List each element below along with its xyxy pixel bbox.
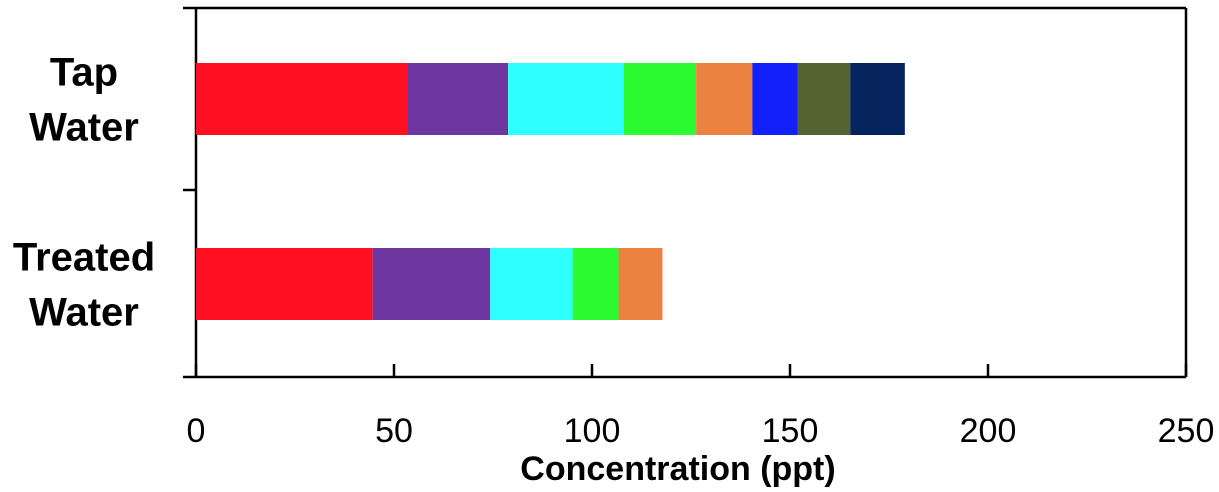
- bar-segment: [572, 248, 619, 320]
- category-label: Water: [29, 106, 139, 150]
- category-label: Tap: [50, 51, 118, 95]
- x-tick-label: 150: [762, 412, 819, 450]
- category-label: Treated: [13, 236, 155, 280]
- x-tick-label: 200: [960, 412, 1017, 450]
- x-tick-label: 250: [1158, 412, 1215, 450]
- x-axis-title: Concentration (ppt): [520, 450, 835, 488]
- category-labels: Tap Water Treated Water: [13, 51, 155, 335]
- bar-segment: [407, 63, 509, 135]
- bar-segment: [618, 248, 663, 320]
- x-tick-label: 50: [375, 412, 413, 450]
- bar-segment: [372, 248, 491, 320]
- x-ticks: 0 50 100 150 200 250: [187, 364, 1215, 450]
- bar-segment: [696, 63, 753, 135]
- bar-segment: [196, 63, 408, 135]
- category-label: Water: [29, 291, 139, 335]
- bar-segment: [508, 63, 624, 135]
- bar-segment: [850, 63, 905, 135]
- bar-segment: [797, 63, 851, 135]
- bar-segment: [752, 63, 798, 135]
- bar-segment: [490, 248, 573, 320]
- bar-segment: [623, 63, 697, 135]
- x-tick-label: 100: [564, 412, 621, 450]
- x-tick-label: 0: [187, 412, 206, 450]
- bars: [196, 63, 905, 320]
- bar-segment: [196, 248, 373, 320]
